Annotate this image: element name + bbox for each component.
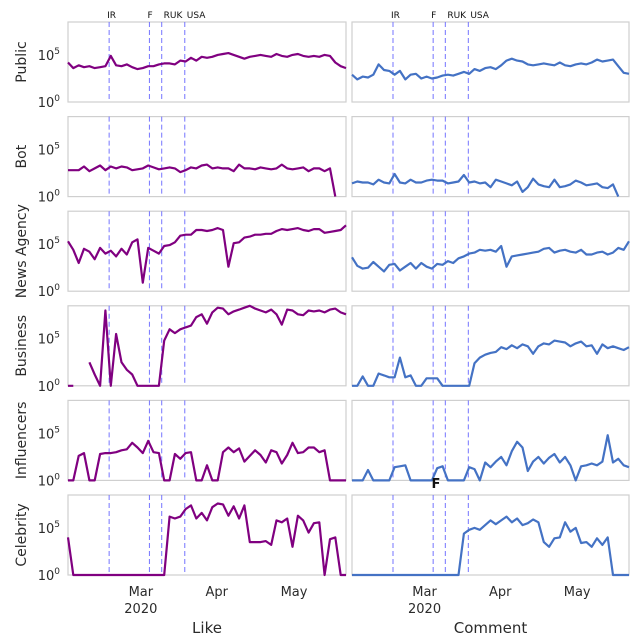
series-line-news-agency-like bbox=[67, 224, 347, 284]
x-axis-label-like: Like bbox=[192, 619, 222, 637]
y-tick-1e0-4: 100 bbox=[38, 472, 61, 489]
panel-frame-business-comment bbox=[351, 305, 630, 387]
y-tick-1e5-1: 105 bbox=[38, 142, 60, 159]
panel-frame-celebrity-comment bbox=[351, 494, 630, 576]
row-label-celebrity: Celebrity bbox=[14, 503, 30, 566]
panel-frame-public-like bbox=[67, 21, 347, 103]
panel-frame-public-comment bbox=[351, 21, 630, 103]
series-line-celebrity-comment bbox=[352, 515, 629, 577]
y-tick-1e5-2: 105 bbox=[38, 236, 60, 253]
x-tick-may-comment: May bbox=[564, 585, 591, 600]
y-tick-1e5-3: 105 bbox=[38, 331, 60, 348]
row-label-business: Business bbox=[14, 315, 30, 377]
series-line-public-like bbox=[67, 52, 347, 71]
y-tick-1e5-4: 105 bbox=[38, 425, 60, 442]
row-label-bot: Bot bbox=[14, 144, 30, 168]
panel-frame-bot-comment bbox=[351, 115, 630, 198]
x-tick-mar-comment: Mar bbox=[412, 585, 437, 600]
row-label-news-agency: News Agency bbox=[14, 204, 30, 298]
panel-grid bbox=[67, 21, 630, 576]
series-line-influencers-like bbox=[68, 439, 346, 482]
x-tick-mar-like: Mar bbox=[129, 585, 154, 600]
axis-labels: IR F RUK USA105100Public105100Bot105100News… bbox=[14, 11, 591, 637]
series-line-bot-like bbox=[68, 163, 337, 197]
event-label-ruk-like: RUK bbox=[164, 11, 184, 21]
event-label-ir-comment: IR bbox=[391, 11, 400, 21]
series-line-public-comment bbox=[351, 57, 630, 81]
panel-annotation-f: F bbox=[432, 477, 441, 492]
y-tick-1e0-3: 100 bbox=[38, 378, 61, 395]
series-line-news-agency-comment bbox=[351, 240, 630, 273]
series-line-influencers-comment bbox=[352, 434, 630, 482]
series-line-bot-comment bbox=[351, 172, 620, 198]
y-tick-1e0-1: 100 bbox=[38, 189, 61, 206]
event-label-ir-like: IR bbox=[107, 11, 116, 21]
series-lines bbox=[66, 52, 630, 577]
y-tick-1e5-5: 105 bbox=[38, 520, 60, 537]
x-tick-apr-comment: Apr bbox=[489, 585, 512, 600]
x-tick-year-like: 2020 bbox=[124, 602, 157, 617]
event-label-f-like: F bbox=[147, 11, 152, 21]
series-line-business-like bbox=[68, 304, 347, 387]
panel-frame-celebrity-like bbox=[67, 494, 347, 576]
y-tick-1e0-2: 100 bbox=[38, 283, 61, 300]
panel-frame-influencers-comment bbox=[351, 399, 630, 481]
series-line-celebrity-like bbox=[66, 502, 346, 577]
panel-frame-influencers-like bbox=[67, 399, 347, 481]
y-tick-1e5-0: 105 bbox=[38, 47, 60, 64]
series-line-business-comment bbox=[352, 339, 630, 387]
x-tick-year-comment: 2020 bbox=[408, 602, 441, 617]
event-lines bbox=[108, 22, 469, 575]
x-axis-label-comment: Comment bbox=[454, 619, 528, 637]
y-tick-1e0-0: 100 bbox=[38, 94, 61, 111]
y-tick-1e0-5: 100 bbox=[38, 567, 61, 584]
row-label-influencers: Influencers bbox=[14, 402, 30, 480]
row-label-public: Public bbox=[14, 41, 30, 82]
panel-frame-news-agency-comment bbox=[351, 210, 630, 292]
event-label-usa-like: USA bbox=[187, 11, 206, 21]
event-label-ruk-comment: RUK bbox=[447, 11, 467, 21]
x-tick-may-like: May bbox=[281, 585, 308, 600]
panel-frame-business-like bbox=[67, 305, 347, 387]
event-label-f-comment: F bbox=[431, 11, 436, 21]
panel-frame-news-agency-like bbox=[67, 210, 347, 292]
event-label-usa-comment: USA bbox=[470, 11, 489, 21]
x-tick-apr-like: Apr bbox=[205, 585, 228, 600]
panel-frame-bot-like bbox=[67, 115, 347, 198]
